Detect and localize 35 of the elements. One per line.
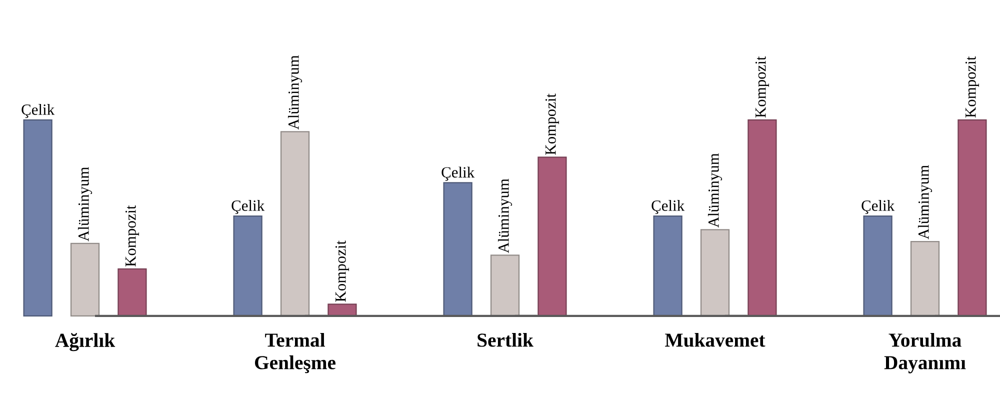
text: Çelik	[442, 166, 475, 181]
x-tick-label: Yorulma Dayanımı	[884, 332, 966, 374]
bar	[653, 215, 682, 317]
bar	[958, 119, 987, 317]
text: Kompozit	[755, 56, 769, 118]
text: Alüminyum	[708, 153, 722, 228]
text: Kompozit	[965, 56, 979, 118]
bar	[443, 182, 472, 317]
bar	[748, 119, 777, 317]
series-label: Çelik	[652, 200, 685, 214]
bar	[70, 242, 100, 317]
bar	[863, 215, 892, 317]
bar	[910, 240, 940, 317]
text: Çelik	[22, 104, 55, 118]
text: Alüminyum	[918, 165, 932, 240]
bar	[490, 254, 520, 317]
bar	[118, 268, 147, 317]
x-tick-label: Termal Genleşme	[254, 332, 336, 374]
bar	[538, 156, 567, 317]
text: Kompozit	[335, 240, 349, 302]
bar	[280, 131, 310, 317]
bar	[328, 304, 357, 317]
text: Kompozit	[125, 205, 139, 267]
text: Alüminyum	[498, 178, 512, 254]
text: Alüminyum	[78, 167, 92, 242]
bar	[23, 119, 52, 317]
x-tick-label: Mukavemet	[665, 332, 766, 347]
text: Çelik	[232, 200, 265, 214]
text: Alüminyum	[288, 55, 302, 130]
bar	[233, 215, 262, 317]
x-tick-label: Ağırlık	[55, 332, 116, 352]
x-tick-label: Sertlik	[478, 332, 534, 347]
bar	[700, 229, 730, 317]
text: Çelik	[862, 200, 895, 214]
text: Kompozit	[545, 93, 559, 155]
